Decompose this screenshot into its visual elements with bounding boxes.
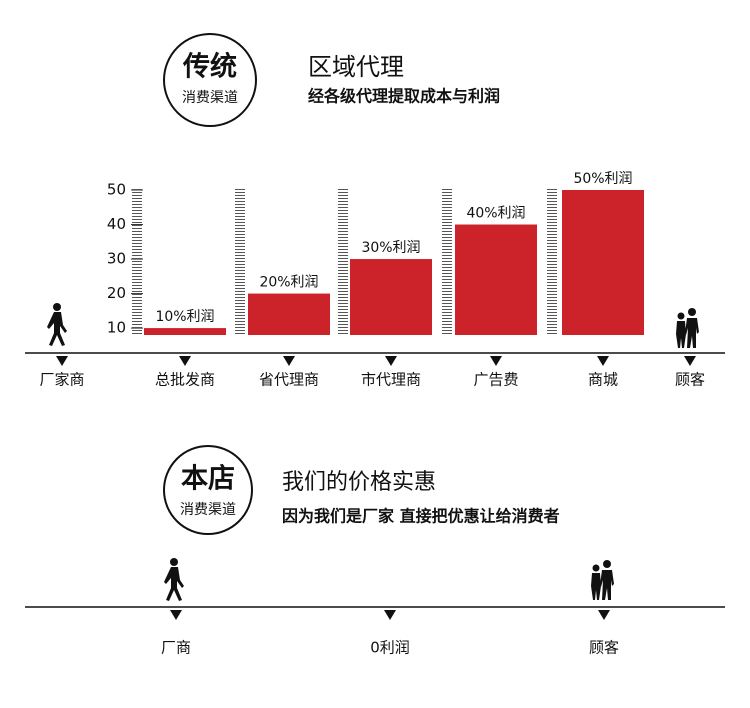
bar [248, 293, 330, 335]
bar [350, 259, 432, 335]
subtitle: 经各级代理提取成本与利润 [308, 87, 500, 106]
value-label: 50%利润 [573, 171, 632, 187]
badge: 本店 [181, 464, 235, 495]
y-tick-label: 10 [107, 319, 126, 337]
ruler [338, 188, 348, 335]
ruler [235, 188, 245, 335]
badge-sub: 消费渠道 [182, 90, 238, 106]
stop-marker [179, 356, 191, 366]
stop-label: 顾客 [675, 371, 705, 389]
store: 本店 消费渠道 我们的价格实惠 因为我们是厂家 直接把优惠让给消费者 [25, 445, 725, 608]
bar [562, 190, 644, 335]
walker-icon [164, 558, 184, 601]
stop-label: 0利润 [370, 639, 410, 657]
ruler [547, 188, 557, 335]
bar [455, 224, 537, 335]
stop-label: 厂家商 [39, 371, 84, 389]
stop-label: 顾客 [589, 639, 619, 657]
badge-circle [163, 33, 257, 127]
ruler [132, 188, 142, 335]
x-tick-label: 市代理商 [361, 371, 421, 389]
y-tick-label: 20 [107, 284, 126, 302]
stop-marker [598, 610, 610, 620]
value-label: 20%利润 [259, 275, 318, 291]
value-label: 30%利润 [361, 240, 420, 256]
badge-sub: 消费渠道 [180, 502, 236, 518]
stop-marker [170, 610, 182, 620]
customer-icon [676, 308, 699, 348]
stop-marker [684, 356, 696, 366]
stop-marker [283, 356, 295, 366]
stop-marker [385, 356, 397, 366]
x-tick-label: 商城 [588, 371, 618, 389]
badge-circle [163, 445, 253, 535]
y-tick-label: 50 [107, 181, 126, 199]
customer-icon [591, 560, 614, 600]
bar [144, 328, 226, 335]
x-tick-label: 省代理商 [259, 371, 319, 389]
subtitle: 因为我们是厂家 直接把优惠让给消费者 [282, 507, 560, 526]
value-label: 40%利润 [466, 206, 525, 222]
y-tick-label: 40 [107, 215, 126, 233]
stop-marker [490, 356, 502, 366]
y-tick-label: 30 [107, 250, 126, 268]
title: 我们的价格实惠 [282, 470, 436, 495]
badge: 传统 [182, 51, 237, 83]
walker-icon [47, 303, 67, 346]
stop-marker [56, 356, 68, 366]
stop-marker [384, 610, 396, 620]
value-label: 10%利润 [155, 309, 214, 325]
header: 传统 消费渠道 区域代理 经各级代理提取成本与利润 [163, 33, 500, 127]
ruler [442, 188, 452, 335]
x-tick-label: 总批发商 [155, 371, 215, 389]
stop-marker [597, 356, 609, 366]
x-tick-label: 广告费 [473, 371, 518, 389]
stop-label: 厂商 [161, 639, 191, 657]
title: 区域代理 [308, 53, 404, 81]
